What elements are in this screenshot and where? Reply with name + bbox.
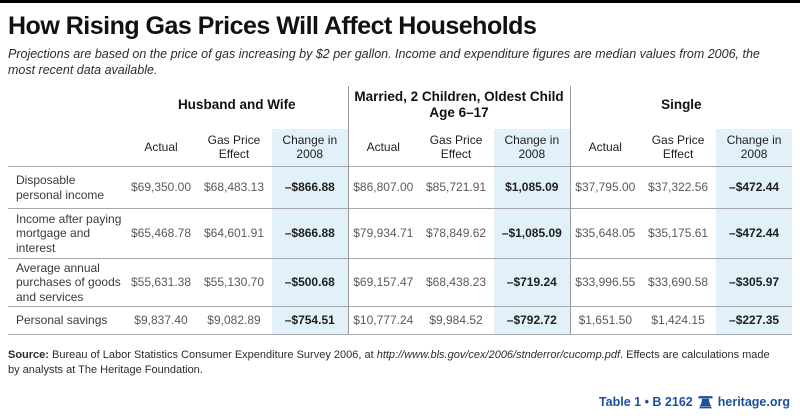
change-cell: –$305.97	[716, 258, 793, 307]
value-cell: $69,350.00	[126, 166, 196, 209]
value-cell: $68,483.13	[196, 166, 272, 209]
figure-page: How Rising Gas Prices Will Affect Househ…	[0, 12, 800, 378]
value-cell: $68,438.23	[418, 258, 495, 307]
value-cell: $78,849.62	[418, 208, 495, 259]
value-cell: $37,322.56	[640, 166, 717, 209]
value-cell: $55,631.38	[126, 258, 196, 307]
change-cell: –$1,085.09	[494, 208, 571, 259]
figure-subtitle: Projections are based on the price of ga…	[8, 47, 760, 78]
value-cell: $69,157.47	[347, 258, 419, 307]
col-header-gas-price-effect: Gas Price Effect	[651, 132, 705, 162]
change-cell: $1,085.09	[494, 166, 571, 209]
website-link: heritage.org	[717, 395, 790, 409]
source-text: . Effects are calculations made by analy…	[8, 349, 770, 376]
value-cell: $1,424.15	[640, 306, 717, 335]
gas-price-impact-table: Husband and Wife Married, 2 Children, Ol…	[8, 85, 793, 335]
value-cell: $10,777.24	[347, 306, 419, 335]
value-cell: $9,082.89	[196, 306, 272, 335]
value-cell: $85,721.91	[418, 166, 495, 209]
col-header-change-2008: Change in 2008	[494, 128, 571, 167]
col-header-change-2008: Change in 2008	[716, 128, 793, 167]
change-cell: –$500.68	[272, 258, 349, 307]
column-header-row: Actual Gas Price Effect Change in 2008 A…	[8, 128, 793, 167]
change-cell: –$754.51	[272, 306, 349, 335]
table-reference: Table 1 • B 2162	[598, 395, 693, 409]
value-cell: $9,984.52	[418, 306, 495, 335]
row-label: Income after paying mortgage and interes…	[8, 208, 126, 259]
value-cell: $37,795.00	[569, 166, 641, 209]
change-cell: –$227.35	[716, 306, 793, 335]
group-header-married-children: Married, 2 Children, Oldest Child Age 6–…	[347, 85, 571, 129]
value-cell: $35,648.05	[569, 208, 641, 259]
top-rule	[0, 0, 800, 3]
col-header-actual: Actual	[569, 128, 641, 167]
liberty-bell-icon	[698, 395, 713, 409]
value-cell: $9,837.40	[126, 306, 196, 335]
page-title: How Rising Gas Prices Will Affect Househ…	[8, 12, 537, 40]
col-header-gas-price-effect: Gas Price Effect	[207, 132, 261, 162]
footer-credit: Table 1 • B 2162 heritage.org	[599, 395, 790, 409]
group-header-row: Husband and Wife Married, 2 Children, Ol…	[8, 85, 793, 129]
group-header-husband-wife: Husband and Wife	[177, 96, 296, 112]
table-row-disposable-income: Disposable personal income $69,350.00 $6…	[8, 166, 793, 209]
corner-cell	[8, 129, 126, 167]
value-cell: $55,130.70	[196, 258, 272, 307]
table-row-annual-purchases: Average annual purchases of goods and se…	[8, 258, 793, 307]
corner-cell	[8, 86, 126, 129]
change-cell: –$472.44	[716, 166, 793, 209]
change-cell: –$719.24	[494, 258, 571, 307]
table-row-income-after-mortgage: Income after paying mortgage and interes…	[8, 208, 793, 259]
row-label: Disposable personal income	[8, 166, 126, 209]
value-cell: $64,601.91	[196, 208, 272, 259]
value-cell: $65,468.78	[126, 208, 196, 259]
change-cell: –$792.72	[494, 306, 571, 335]
row-label: Personal savings	[8, 306, 126, 335]
source-label: Source:	[8, 349, 49, 361]
col-header-gas-price-effect: Gas Price Effect	[429, 132, 483, 162]
group-header-single: Single	[569, 85, 793, 129]
col-header-change-2008: Change in 2008	[272, 128, 349, 167]
value-cell: $86,807.00	[347, 166, 419, 209]
value-cell: $35,175.61	[640, 208, 717, 259]
col-header-actual: Actual	[144, 140, 178, 155]
value-cell: $33,690.58	[640, 258, 717, 307]
value-cell: $79,934.71	[347, 208, 419, 259]
change-cell: –$472.44	[716, 208, 793, 259]
row-label: Average annual purchases of goods and se…	[8, 258, 126, 307]
source-text: Bureau of Labor Statistics Consumer Expe…	[48, 349, 377, 361]
source-note: Source: Bureau of Labor Statistics Consu…	[8, 348, 770, 378]
col-header-actual: Actual	[347, 128, 419, 167]
source-url: http://www.bls.gov/cex/2006/stnderror/cu…	[376, 349, 621, 361]
value-cell: $1,651.50	[569, 306, 641, 335]
change-cell: –$866.88	[272, 166, 349, 209]
change-cell: –$866.88	[272, 208, 349, 259]
table-row-personal-savings: Personal savings $9,837.40 $9,082.89 –$7…	[8, 306, 793, 335]
value-cell: $33,996.55	[569, 258, 641, 307]
